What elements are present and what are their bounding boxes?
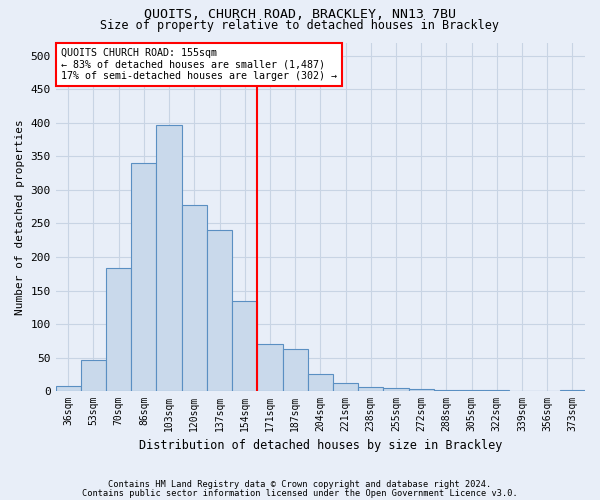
Bar xyxy=(131,163,157,391)
Bar xyxy=(257,344,283,391)
Bar xyxy=(283,350,308,391)
Bar xyxy=(409,389,434,391)
Bar xyxy=(56,386,81,391)
Y-axis label: Number of detached properties: Number of detached properties xyxy=(15,119,25,314)
Text: Contains HM Land Registry data © Crown copyright and database right 2024.: Contains HM Land Registry data © Crown c… xyxy=(109,480,491,489)
Bar xyxy=(459,390,484,391)
Bar xyxy=(232,300,257,391)
Bar xyxy=(106,268,131,391)
Bar xyxy=(157,125,182,391)
Text: QUOITS CHURCH ROAD: 155sqm
← 83% of detached houses are smaller (1,487)
17% of s: QUOITS CHURCH ROAD: 155sqm ← 83% of deta… xyxy=(61,48,337,81)
X-axis label: Distribution of detached houses by size in Brackley: Distribution of detached houses by size … xyxy=(139,440,502,452)
Bar xyxy=(333,383,358,391)
Bar xyxy=(182,204,207,391)
Bar xyxy=(434,390,459,391)
Bar xyxy=(383,388,409,391)
Text: Contains public sector information licensed under the Open Government Licence v3: Contains public sector information licen… xyxy=(82,488,518,498)
Bar xyxy=(308,374,333,391)
Text: QUOITS, CHURCH ROAD, BRACKLEY, NN13 7BU: QUOITS, CHURCH ROAD, BRACKLEY, NN13 7BU xyxy=(144,8,456,20)
Bar xyxy=(560,390,585,391)
Bar xyxy=(207,230,232,391)
Bar xyxy=(358,387,383,391)
Text: Size of property relative to detached houses in Brackley: Size of property relative to detached ho… xyxy=(101,18,499,32)
Bar xyxy=(81,360,106,391)
Bar xyxy=(484,390,509,391)
